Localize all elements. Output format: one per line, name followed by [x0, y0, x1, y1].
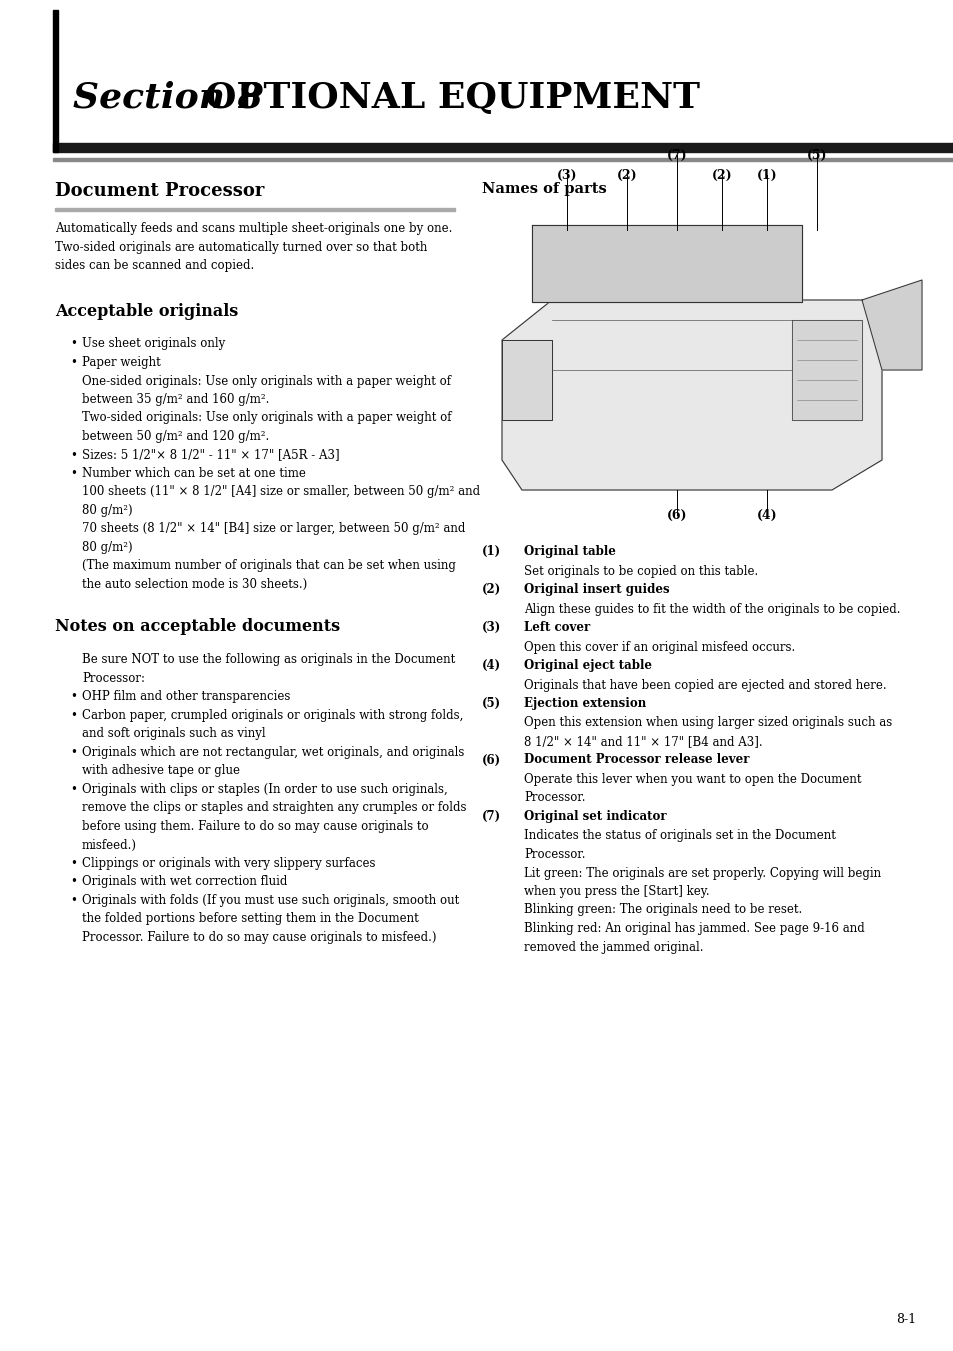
Polygon shape	[501, 340, 552, 420]
Text: Operate this lever when you want to open the Document: Operate this lever when you want to open…	[523, 773, 861, 786]
Text: and soft originals such as vinyl: and soft originals such as vinyl	[82, 727, 265, 740]
Text: Processor. Failure to do so may cause originals to misfeed.): Processor. Failure to do so may cause or…	[82, 931, 436, 944]
Text: Original set indicator: Original set indicator	[523, 811, 666, 823]
Text: Two-sided originals: Use only originals with a paper weight of: Two-sided originals: Use only originals …	[82, 412, 451, 424]
Text: (7): (7)	[481, 811, 500, 823]
Text: Document Processor release lever: Document Processor release lever	[523, 754, 749, 766]
Text: before using them. Failure to do so may cause originals to: before using them. Failure to do so may …	[82, 820, 428, 834]
Text: •: •	[70, 467, 77, 480]
Text: Originals that have been copied are ejected and stored here.: Originals that have been copied are ejec…	[523, 678, 885, 692]
Bar	[55, 208, 455, 211]
Text: Originals with folds (If you must use such originals, smooth out: Originals with folds (If you must use su…	[82, 894, 458, 907]
Text: (6): (6)	[481, 754, 500, 766]
Text: •: •	[70, 857, 77, 870]
Text: Acceptable originals: Acceptable originals	[55, 303, 238, 319]
Bar	[53, 158, 953, 161]
Text: (3): (3)	[557, 169, 577, 181]
Polygon shape	[862, 280, 921, 370]
Text: Be sure NOT to use the following as originals in the Document: Be sure NOT to use the following as orig…	[82, 654, 455, 666]
Text: •: •	[70, 357, 77, 369]
Text: (2): (2)	[711, 169, 732, 181]
Text: Original insert guides: Original insert guides	[523, 584, 669, 596]
Text: with adhesive tape or glue: with adhesive tape or glue	[82, 765, 240, 777]
Text: misfeed.): misfeed.)	[82, 839, 137, 851]
Text: Sizes: 5 1/2"× 8 1/2" - 11" × 17" [A5R - A3]: Sizes: 5 1/2"× 8 1/2" - 11" × 17" [A5R -…	[82, 449, 339, 462]
Text: Set originals to be copied on this table.: Set originals to be copied on this table…	[523, 565, 758, 577]
Bar	[53, 9, 57, 153]
Text: Open this cover if an original misfeed occurs.: Open this cover if an original misfeed o…	[523, 640, 795, 654]
Text: (4): (4)	[481, 659, 500, 671]
Text: •: •	[70, 690, 77, 704]
Text: Section 8: Section 8	[73, 81, 262, 115]
Text: (3): (3)	[481, 621, 500, 634]
Text: 8-1: 8-1	[895, 1313, 915, 1325]
Text: Two-sided originals are automatically turned over so that both: Two-sided originals are automatically tu…	[55, 240, 427, 254]
Polygon shape	[532, 226, 801, 303]
Text: •: •	[70, 449, 77, 462]
Text: (1): (1)	[481, 544, 500, 558]
Text: (5): (5)	[481, 697, 500, 711]
Text: Blinking green: The originals need to be reset.: Blinking green: The originals need to be…	[523, 904, 801, 916]
Text: 100 sheets (11" × 8 1/2" [A4] size or smaller, between 50 g/m² and: 100 sheets (11" × 8 1/2" [A4] size or sm…	[82, 485, 479, 499]
Text: (7): (7)	[666, 149, 686, 162]
Bar	[53, 143, 953, 153]
Text: Indicates the status of originals set in the Document: Indicates the status of originals set in…	[523, 830, 835, 843]
Text: Processor.: Processor.	[523, 792, 585, 804]
Text: Original table: Original table	[523, 544, 616, 558]
Text: Use sheet originals only: Use sheet originals only	[82, 338, 225, 350]
Text: Notes on acceptable documents: Notes on acceptable documents	[55, 619, 340, 635]
Text: OHP film and other transparencies: OHP film and other transparencies	[82, 690, 290, 704]
Text: Number which can be set at one time: Number which can be set at one time	[82, 467, 306, 480]
Text: Clippings or originals with very slippery surfaces: Clippings or originals with very slipper…	[82, 857, 375, 870]
Text: (2): (2)	[481, 584, 500, 596]
Text: 8 1/2" × 14" and 11" × 17" [B4 and A3].: 8 1/2" × 14" and 11" × 17" [B4 and A3].	[523, 735, 761, 748]
Text: One-sided originals: Use only originals with a paper weight of: One-sided originals: Use only originals …	[82, 374, 451, 388]
Text: 80 g/m²): 80 g/m²)	[82, 540, 132, 554]
Text: 70 sheets (8 1/2" × 14" [B4] size or larger, between 50 g/m² and: 70 sheets (8 1/2" × 14" [B4] size or lar…	[82, 523, 465, 535]
Text: Lit green: The originals are set properly. Copying will begin: Lit green: The originals are set properl…	[523, 866, 881, 880]
Text: •: •	[70, 709, 77, 721]
Text: (4): (4)	[756, 508, 777, 521]
Text: Original eject table: Original eject table	[523, 659, 651, 671]
Text: •: •	[70, 338, 77, 350]
Text: Originals with wet correction fluid: Originals with wet correction fluid	[82, 875, 287, 889]
Text: (2): (2)	[616, 169, 637, 181]
Text: (The maximum number of originals that can be set when using: (The maximum number of originals that ca…	[82, 559, 456, 573]
Text: Originals with clips or staples (In order to use such originals,: Originals with clips or staples (In orde…	[82, 784, 447, 796]
Text: Align these guides to fit the width of the originals to be copied.: Align these guides to fit the width of t…	[523, 603, 900, 616]
Polygon shape	[791, 320, 862, 420]
Text: •: •	[70, 784, 77, 796]
Text: Carbon paper, crumpled originals or originals with strong folds,: Carbon paper, crumpled originals or orig…	[82, 709, 463, 721]
Text: Processor:: Processor:	[82, 671, 145, 685]
Polygon shape	[501, 300, 882, 490]
Text: Processor.: Processor.	[523, 848, 585, 861]
Text: remove the clips or staples and straighten any crumples or folds: remove the clips or staples and straight…	[82, 801, 466, 815]
Text: Blinking red: An original has jammed. See page 9-16 and: Blinking red: An original has jammed. Se…	[523, 921, 863, 935]
Text: removed the jammed original.: removed the jammed original.	[523, 940, 702, 954]
Text: Originals which are not rectangular, wet originals, and originals: Originals which are not rectangular, wet…	[82, 746, 464, 759]
Text: Paper weight: Paper weight	[82, 357, 161, 369]
Text: •: •	[70, 746, 77, 759]
Text: Open this extension when using larger sized originals such as: Open this extension when using larger si…	[523, 716, 891, 730]
Text: the folded portions before setting them in the Document: the folded portions before setting them …	[82, 912, 418, 925]
Text: •: •	[70, 875, 77, 889]
Text: (5): (5)	[806, 149, 826, 162]
Text: the auto selection mode is 30 sheets.): the auto selection mode is 30 sheets.)	[82, 578, 307, 590]
Text: Names of parts: Names of parts	[481, 182, 606, 196]
Text: Left cover: Left cover	[523, 621, 590, 634]
Text: (1): (1)	[756, 169, 777, 181]
Text: (6): (6)	[666, 508, 686, 521]
Text: between 50 g/m² and 120 g/m².: between 50 g/m² and 120 g/m².	[82, 430, 269, 443]
Text: between 35 g/m² and 160 g/m².: between 35 g/m² and 160 g/m².	[82, 393, 269, 407]
Text: Automatically feeds and scans multiple sheet-originals one by one.: Automatically feeds and scans multiple s…	[55, 222, 452, 235]
Text: Ejection extension: Ejection extension	[523, 697, 645, 711]
Text: OPTIONAL EQUIPMENT: OPTIONAL EQUIPMENT	[205, 81, 700, 115]
Text: •: •	[70, 894, 77, 907]
Text: sides can be scanned and copied.: sides can be scanned and copied.	[55, 259, 254, 272]
Text: Document Processor: Document Processor	[55, 182, 264, 200]
Text: when you press the [Start] key.: when you press the [Start] key.	[523, 885, 709, 898]
Text: 80 g/m²): 80 g/m²)	[82, 504, 132, 517]
